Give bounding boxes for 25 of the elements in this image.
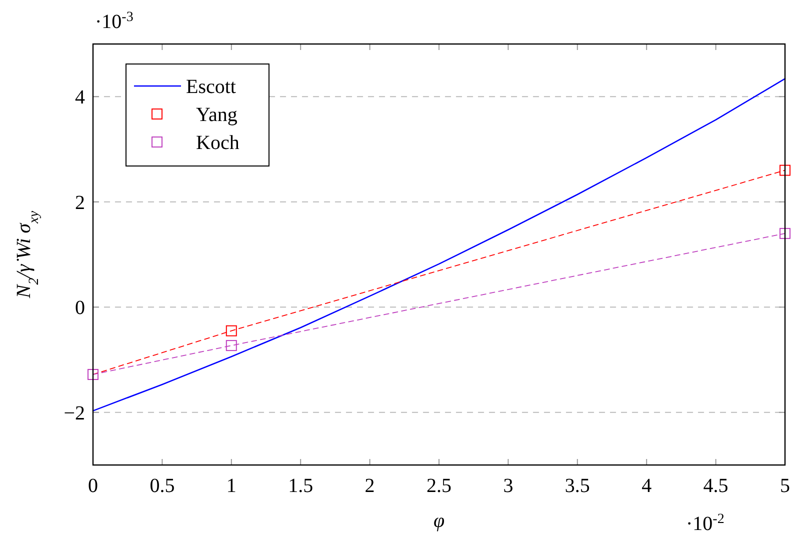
x-tick-label: 1 [226,475,236,497]
x-tick-label: 3 [503,475,514,497]
point [226,325,237,336]
legend-label: Yang [196,104,238,126]
point [226,340,237,352]
x-axis-title: φ [433,510,445,532]
x-tick-label: 4 [642,475,652,497]
y-tick-label: 2 [75,192,85,214]
point [780,164,790,176]
x-tick-label: 0.5 [150,475,175,497]
x-tick-label: 2 [364,475,375,497]
y-tick-label: 0 [75,297,85,320]
x-tick-label: 4.5 [703,475,728,497]
x-tick-label: 2.5 [426,475,452,497]
text: ·10$^{-3}$ [95,10,134,33]
legend-label: Escott [186,76,236,98]
point [780,228,790,239]
legend-label: Koch [196,132,240,154]
text: ·10$^{-2}$ [686,512,724,533]
x-tick-label: 3.5 [564,475,590,497]
y-tick-label: 4 [75,86,85,109]
x-tick-label: 5 [780,475,790,497]
line-series [92,78,786,412]
x-tick-label: 1.5 [288,475,314,497]
y-tick-label: −2 [64,402,85,424]
